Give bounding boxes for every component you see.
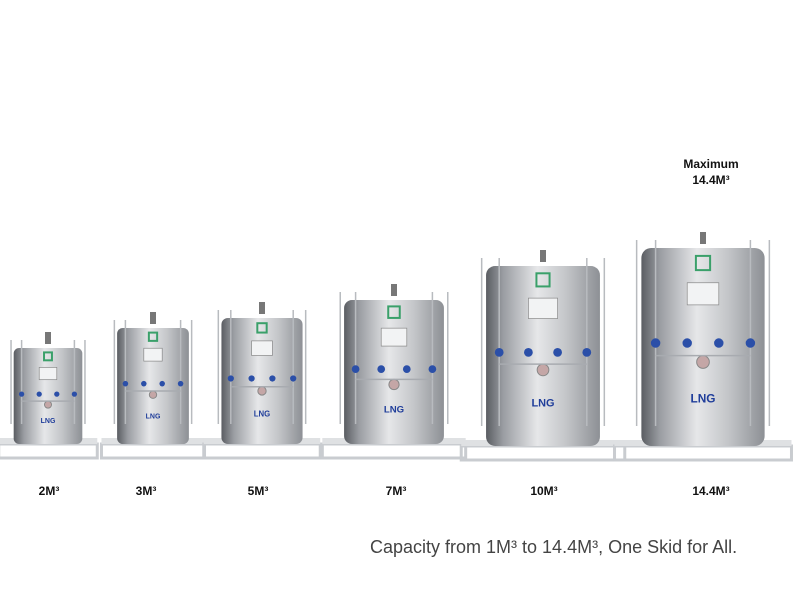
valve-icon	[177, 380, 184, 387]
gauge-icon	[696, 355, 710, 369]
info-panel	[251, 340, 273, 356]
logo-icon	[535, 272, 551, 288]
gauge-icon	[148, 390, 158, 399]
tank: LNG	[613, 232, 793, 462]
valve-icon	[428, 365, 437, 373]
skid-frame	[613, 444, 793, 462]
valve-icon	[714, 338, 724, 348]
gauge-icon	[43, 400, 53, 409]
tank: LNG	[320, 284, 468, 460]
info-panel	[380, 327, 408, 347]
valve-icon	[682, 338, 692, 348]
info-panel	[528, 297, 558, 319]
tank: LNG	[99, 312, 207, 460]
vent-pipe	[45, 332, 51, 344]
valve-icon	[290, 375, 297, 382]
capacity-label-5: 5M³	[247, 484, 269, 498]
vent-pipe	[150, 312, 156, 324]
info-panel	[38, 367, 58, 381]
valve-icon	[402, 365, 411, 373]
valve-icon	[494, 348, 504, 357]
valve-icon	[227, 375, 234, 382]
capacity-label-10: 10M³	[530, 484, 558, 498]
logo-icon	[43, 351, 53, 362]
valve-icon	[122, 380, 129, 387]
info-panel	[686, 282, 720, 306]
skid-frame	[99, 442, 207, 460]
tank-body	[221, 318, 303, 444]
skid-frame	[459, 444, 627, 462]
tank: LNG	[0, 332, 99, 460]
gauge-icon	[388, 378, 400, 391]
valve-icon	[582, 348, 592, 357]
valve-icon	[351, 365, 360, 373]
lng-label: LNG	[41, 418, 56, 425]
valve-icon	[159, 380, 165, 387]
maximum-label: Maximum 14.4M³	[683, 156, 738, 188]
valve-icon	[36, 391, 42, 397]
valve-icon	[248, 375, 255, 382]
lng-label: LNG	[254, 409, 270, 418]
valve-icon	[18, 391, 25, 397]
vent-pipe	[700, 232, 706, 244]
skid-frame	[202, 442, 322, 460]
skid-frame	[320, 442, 468, 460]
valve-icon	[269, 375, 276, 382]
valve-icon	[650, 338, 661, 348]
valve-icon	[54, 391, 60, 397]
valve-icon	[141, 380, 147, 387]
gauge-icon	[536, 363, 550, 377]
vent-pipe	[391, 284, 397, 296]
logo-icon	[147, 331, 159, 342]
tank: LNG	[459, 250, 627, 462]
capacity-label-7: 7M³	[385, 484, 407, 498]
logo-icon	[694, 254, 712, 272]
tank-body	[344, 300, 444, 444]
maximum-value: 14.4M³	[692, 173, 730, 187]
tank-body	[117, 328, 189, 444]
vent-pipe	[259, 302, 265, 314]
valve-icon	[71, 391, 78, 397]
tank: LNG	[202, 302, 322, 460]
valve-icon	[553, 348, 562, 357]
valve-icon	[524, 348, 533, 357]
lng-label: LNG	[690, 391, 715, 405]
logo-icon	[256, 322, 268, 334]
tank-body	[486, 266, 600, 446]
lng-label: LNG	[384, 404, 404, 415]
logo-icon	[387, 305, 401, 319]
tank-body	[13, 348, 83, 444]
maximum-text: Maximum	[683, 157, 739, 171]
info-panel	[143, 347, 163, 362]
valve-icon	[745, 338, 756, 348]
capacity-label-2: 2M³	[38, 484, 60, 498]
tank-body	[641, 248, 765, 446]
valve-icon	[377, 365, 386, 373]
lng-label: LNG	[531, 397, 554, 409]
lng-label: LNG	[146, 413, 161, 420]
tagline: Capacity from 1M³ to 14.4M³, One Skid fo…	[370, 537, 738, 557]
capacity-label-14: 14.4M³	[692, 484, 730, 498]
skid-frame	[0, 442, 99, 460]
gauge-icon	[257, 386, 267, 396]
vent-pipe	[540, 250, 546, 262]
capacity-label-3: 3M³	[135, 484, 157, 498]
